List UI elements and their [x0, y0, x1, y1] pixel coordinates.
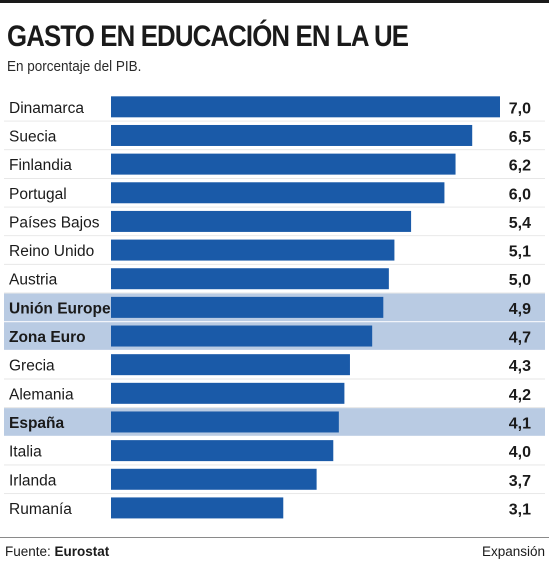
category-label-espana: España: [9, 415, 65, 432]
value-label-zona-euro: 4,7: [509, 330, 531, 347]
value-label-espana: 4,1: [509, 415, 531, 432]
category-label-union-europea: Unión Europea: [9, 300, 120, 317]
top-rule: [0, 0, 549, 3]
category-label-portugal: Portugal: [9, 186, 67, 203]
category-label-grecia: Grecia: [9, 358, 55, 375]
bar-espana: [111, 411, 339, 433]
bar-finlandia: [111, 153, 456, 175]
category-label-italia: Italia: [9, 444, 42, 461]
chart-title: GASTO EN EDUCACIÓN EN LA UE: [7, 20, 409, 53]
bar-chart: Dinamarca 7,0 Suecia 6,5 Finlandia 6,2 Portuga…: [4, 96, 545, 519]
value-label-italia: 4,0: [509, 444, 531, 461]
source-name: Eurostat: [54, 544, 110, 559]
bar-union-europea: [111, 296, 384, 318]
bar-alemania: [111, 382, 345, 404]
value-label-dinamarca: 7,0: [509, 100, 531, 117]
category-label-paises-bajos: Países Bajos: [9, 214, 100, 231]
source-prefix: Fuente:: [5, 544, 55, 559]
bar-italia: [111, 440, 334, 462]
bar-zona-euro: [111, 325, 373, 347]
bar-portugal: [111, 182, 445, 204]
bar-suecia: [111, 124, 473, 146]
category-label-suecia: Suecia: [9, 128, 57, 145]
category-label-zona-euro: Zona Euro: [9, 329, 86, 346]
bar-paises-bajos: [111, 210, 412, 232]
category-label-rumania: Rumanía: [9, 501, 72, 518]
category-label-austria: Austria: [9, 272, 58, 289]
value-label-grecia: 4,3: [509, 358, 531, 375]
bar-rumania: [111, 497, 284, 519]
publication-brand: Expansión: [481, 544, 545, 559]
value-label-suecia: 6,5: [509, 129, 531, 146]
bar-dinamarca: [111, 96, 500, 118]
source-note: Fuente: Eurostat: [5, 544, 109, 559]
value-label-irlanda: 3,7: [509, 473, 531, 490]
category-label-reino-unido: Reino Unido: [9, 243, 94, 260]
bar-reino-unido: [111, 239, 395, 261]
bar-austria: [111, 268, 389, 290]
value-label-austria: 5,0: [509, 272, 531, 289]
category-label-finlandia: Finlandia: [9, 157, 72, 174]
value-label-finlandia: 6,2: [509, 158, 531, 175]
category-label-dinamarca: Dinamarca: [9, 100, 84, 117]
value-label-alemania: 4,2: [509, 387, 531, 404]
value-label-reino-unido: 5,1: [509, 244, 531, 261]
value-label-union-europea: 4,9: [509, 301, 531, 318]
chart-subtitle: En porcentaje del PIB.: [7, 58, 142, 75]
category-label-alemania: Alemania: [9, 386, 74, 403]
bar-grecia: [111, 354, 350, 376]
footer-rule: [0, 537, 549, 538]
value-label-rumania: 3,1: [509, 501, 531, 518]
value-label-paises-bajos: 5,4: [509, 215, 531, 232]
value-label-portugal: 6,0: [509, 186, 531, 203]
category-label-irlanda: Irlanda: [9, 472, 57, 489]
bar-irlanda: [111, 468, 317, 490]
